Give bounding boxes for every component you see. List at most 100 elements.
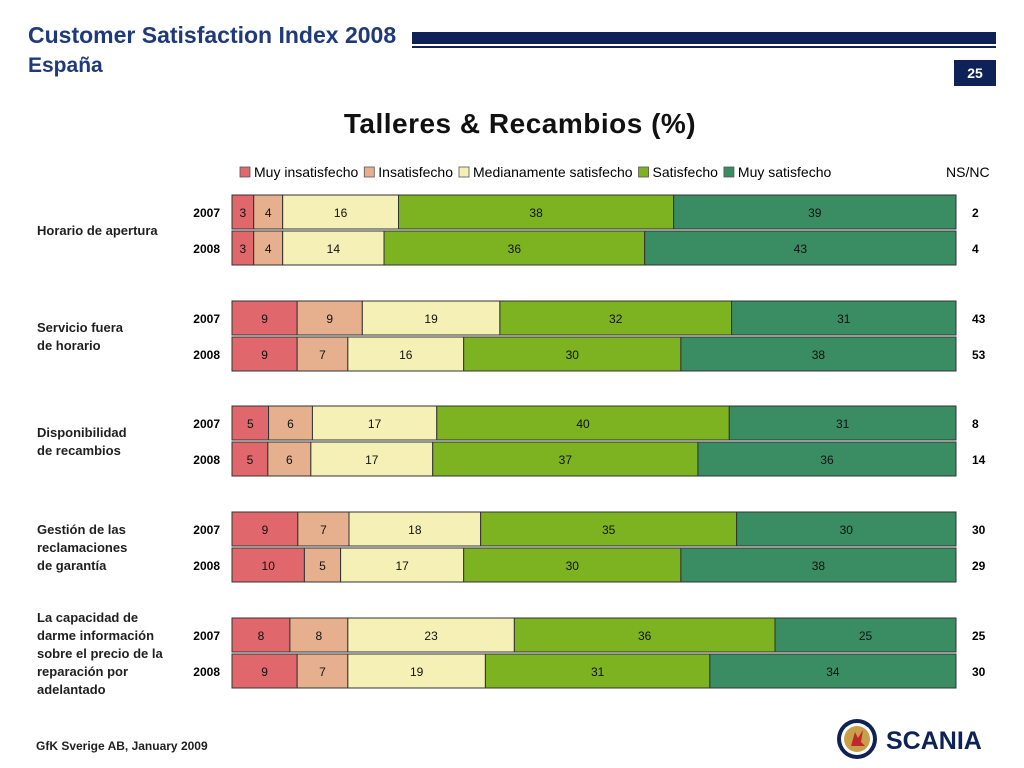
category-label-line: de horario	[37, 338, 101, 353]
bar-segment-medianamente-satisfecho	[311, 405, 438, 441]
data-label-satisfecho: 31	[591, 665, 605, 679]
bar-segment-muy-insatisfecho	[231, 511, 299, 547]
bar-segment-muy-insatisfecho	[231, 336, 298, 372]
bar-segment-muy-insatisfecho	[231, 405, 270, 441]
data-label-medianamente-satisfecho: 16	[399, 348, 413, 362]
category-label-line: reparación por	[37, 664, 128, 679]
bar-segment-muy-satisfecho	[709, 653, 957, 689]
data-label-muy-insatisfecho: 5	[247, 453, 254, 467]
legend-label-insatisfecho: Insatisfecho	[378, 164, 453, 180]
nsnc-value: 4	[972, 242, 979, 256]
nsnc-value: 14	[972, 453, 986, 467]
bar-segment-medianamente-satisfecho	[310, 441, 434, 477]
data-label-insatisfecho: 6	[286, 453, 293, 467]
data-label-medianamente-satisfecho: 14	[327, 242, 341, 256]
bar-segment-muy-insatisfecho	[231, 547, 305, 583]
scania-wordmark: SCANIA	[886, 727, 982, 755]
bar-segment-medianamente-satisfecho	[361, 300, 501, 336]
bar-segment-insatisfecho	[253, 230, 284, 266]
bar-segment-insatisfecho	[296, 653, 349, 689]
bar-segment-medianamente-satisfecho	[282, 194, 400, 230]
data-label-medianamente-satisfecho: 19	[410, 665, 424, 679]
legend-swatch-muy-insatisfecho	[239, 166, 251, 178]
year-label: 2007	[193, 629, 220, 643]
page-subtitle: España	[28, 54, 103, 77]
bar-segment-muy-satisfecho	[644, 230, 957, 266]
data-label-satisfecho: 40	[576, 417, 590, 431]
year-label: 2007	[193, 206, 220, 220]
legend-label-satisfecho: Satisfecho	[653, 164, 719, 180]
year-label: 2008	[193, 242, 220, 256]
data-label-satisfecho: 38	[529, 206, 543, 220]
legend-swatch-satisfecho	[638, 166, 649, 178]
data-label-insatisfecho: 7	[319, 665, 326, 679]
data-label-satisfecho: 35	[602, 523, 616, 537]
data-label-muy-insatisfecho: 9	[261, 312, 268, 326]
bar-segment-satisfecho	[432, 441, 699, 477]
scania-griffin-icon	[837, 719, 877, 759]
data-label-muy-satisfecho: 38	[812, 559, 826, 573]
data-label-medianamente-satisfecho: 17	[365, 453, 379, 467]
category-label-line: Disponibilidad	[37, 425, 127, 440]
bar-segment-insatisfecho	[296, 300, 363, 336]
bar-segment-satisfecho	[463, 547, 682, 583]
data-label-satisfecho: 30	[566, 559, 580, 573]
legend-label-muy-satisfecho: Muy satisfecho	[738, 164, 832, 180]
chart-title: Talleres & Recambios (%)	[343, 108, 697, 139]
bar-segment-satisfecho	[436, 405, 730, 441]
data-label-muy-insatisfecho: 10	[262, 559, 276, 573]
bar-segment-muy-satisfecho	[774, 617, 957, 653]
data-label-insatisfecho: 4	[265, 242, 272, 256]
data-label-muy-insatisfecho: 3	[240, 206, 247, 220]
bar-segment-muy-satisfecho	[680, 336, 957, 372]
year-label: 2008	[193, 348, 220, 362]
data-label-medianamente-satisfecho: 17	[368, 417, 382, 431]
data-label-muy-satisfecho: 36	[820, 453, 834, 467]
bar-segment-medianamente-satisfecho	[347, 653, 486, 689]
data-label-muy-insatisfecho: 8	[258, 629, 265, 643]
data-label-muy-satisfecho: 30	[840, 523, 854, 537]
data-label-medianamente-satisfecho: 18	[408, 523, 422, 537]
bar-segment-muy-satisfecho	[680, 547, 957, 583]
data-label-muy-insatisfecho: 9	[261, 348, 268, 362]
nsnc-value: 30	[972, 523, 986, 537]
bar-segment-satisfecho	[463, 336, 682, 372]
year-label: 2007	[193, 312, 220, 326]
data-label-insatisfecho: 7	[320, 523, 327, 537]
bar-segment-satisfecho	[513, 617, 776, 653]
nsnc-value: 29	[972, 559, 986, 573]
data-label-medianamente-satisfecho: 23	[424, 629, 438, 643]
category-label-line: Horario de apertura	[37, 223, 158, 238]
bar-segment-muy-insatisfecho	[231, 617, 291, 653]
bar-segment-muy-insatisfecho	[231, 653, 298, 689]
bar-segment-satisfecho	[499, 300, 733, 336]
data-label-insatisfecho: 7	[319, 348, 326, 362]
year-label: 2007	[193, 417, 220, 431]
bar-segment-muy-satisfecho	[728, 405, 957, 441]
scania-logo: SCANIA	[837, 719, 982, 759]
data-label-satisfecho: 36	[638, 629, 652, 643]
data-label-muy-satisfecho: 31	[837, 312, 851, 326]
data-label-insatisfecho: 5	[319, 559, 326, 573]
data-label-medianamente-satisfecho: 19	[424, 312, 438, 326]
bar-segment-insatisfecho	[289, 617, 349, 653]
legend-swatch-medianamente-satisfecho	[458, 166, 470, 178]
category-label-line: adelantado	[37, 682, 106, 697]
bar-segment-satisfecho	[383, 230, 646, 266]
category-label-line: sobre el precio de la	[37, 646, 163, 661]
nsnc-value: 30	[972, 665, 986, 679]
data-label-insatisfecho: 4	[265, 206, 272, 220]
data-label-muy-insatisfecho: 9	[262, 523, 269, 537]
data-label-medianamente-satisfecho: 16	[334, 206, 348, 220]
header-rule	[412, 32, 996, 44]
bar-segment-muy-satisfecho	[731, 300, 957, 336]
data-label-satisfecho: 37	[559, 453, 573, 467]
bar-segment-muy-satisfecho	[697, 441, 957, 477]
data-label-medianamente-satisfecho: 17	[395, 559, 409, 573]
bar-segment-satisfecho	[398, 194, 675, 230]
page-number-badge: 25	[954, 60, 996, 86]
bar-segment-satisfecho	[484, 653, 711, 689]
data-label-satisfecho: 32	[609, 312, 623, 326]
bar-segment-medianamente-satisfecho	[282, 230, 385, 266]
